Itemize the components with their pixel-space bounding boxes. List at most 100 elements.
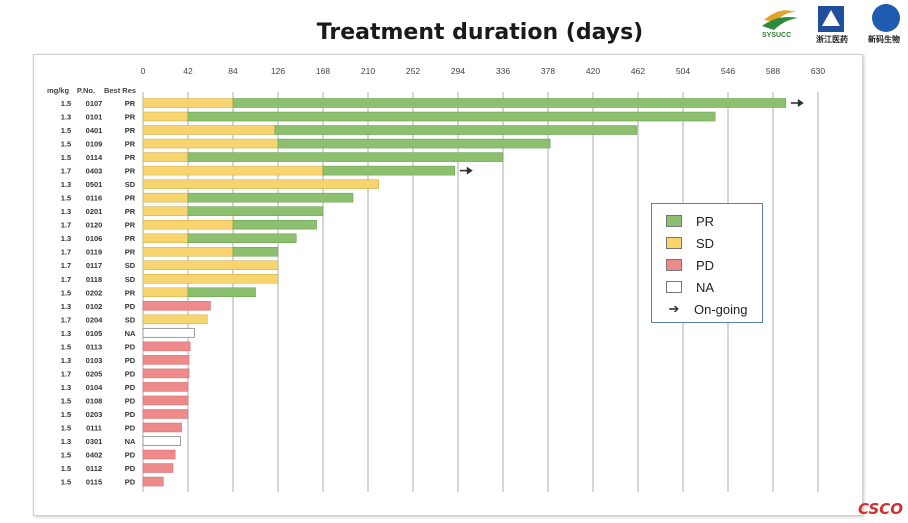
legend-swatch: [666, 215, 682, 227]
bar-pr-segment: [187, 111, 716, 122]
bar-sd-segment: [142, 219, 234, 230]
patient-number-label: 0115: [86, 478, 102, 487]
best-response-label: NA: [125, 329, 136, 338]
ongoing-arrow-icon: [466, 166, 473, 175]
dose-label: 1.5: [61, 140, 71, 149]
bar-pd: [142, 449, 176, 460]
bar-pr-segment: [232, 219, 317, 230]
dose-label: 1.3: [61, 437, 71, 446]
patient-number-label: 0403: [86, 167, 103, 176]
legend-item-ongoing: ➔ On-going: [666, 300, 748, 318]
dose-label: 1.5: [61, 99, 71, 108]
patient-number-label: 0105: [86, 329, 103, 338]
dose-label: 1.3: [61, 383, 71, 392]
sysucc-logo: [762, 10, 798, 30]
column-header: mg/kg: [47, 86, 70, 95]
legend-label: NA: [696, 279, 715, 295]
patient-number-label: 0501: [86, 180, 103, 189]
bar-sd-segment: [142, 165, 324, 176]
patient-number-label: 0113: [86, 342, 102, 351]
bar-sd-segment: [142, 138, 279, 149]
bar-sd-segment: [142, 233, 189, 243]
x-tick-label: 462: [631, 66, 645, 76]
dose-label: 1.5: [61, 126, 71, 135]
legend-label: SD: [696, 235, 715, 251]
bar-sd-segment: [142, 206, 189, 216]
bar-sd: [142, 274, 279, 284]
bar-pd: [142, 341, 191, 352]
best-response-label: PR: [125, 248, 136, 257]
best-response-label: PD: [125, 464, 136, 473]
zhejiang-logo: [818, 6, 844, 32]
bar-pd: [142, 395, 189, 406]
best-response-label: PR: [125, 207, 136, 216]
bar-pd: [142, 301, 211, 311]
best-response-label: PR: [125, 99, 136, 108]
best-response-label: PD: [125, 410, 136, 419]
legend: PR SD PD NA ➔ On-going: [651, 203, 763, 323]
x-tick-label: 336: [496, 66, 510, 76]
patient-number-label: 0203: [86, 410, 103, 419]
x-tick-label: 294: [451, 66, 465, 76]
sponsor-logos: SYSUCC 浙江医药 新码生物: [758, 0, 908, 50]
best-response-label: PD: [125, 396, 136, 405]
dose-label: 1.3: [61, 329, 71, 338]
bar-pr-segment: [322, 165, 456, 176]
bar-pd: [142, 422, 182, 433]
legend-item-pd: PD: [666, 256, 714, 274]
best-response-label: PD: [125, 383, 136, 392]
best-response-label: SD: [125, 261, 136, 270]
best-response-label: PR: [125, 288, 136, 297]
patient-number-label: 0201: [86, 207, 103, 216]
patient-number-label: 0402: [86, 451, 103, 460]
best-response-label: PD: [125, 451, 136, 460]
x-tick-label: 210: [361, 66, 375, 76]
dose-label: 1.3: [61, 234, 71, 243]
legend-swatch: [666, 259, 682, 271]
patient-number-label: 0205: [86, 369, 103, 378]
best-response-label: PR: [125, 234, 136, 243]
patient-number-label: 0117: [86, 261, 102, 270]
dose-label: 1.5: [61, 342, 71, 351]
patient-number-label: 0401: [86, 126, 103, 135]
bar-na: [142, 327, 195, 338]
bar-pr-segment: [187, 206, 324, 216]
dose-label: 1.7: [61, 248, 71, 257]
bar-sd-segment: [142, 152, 189, 162]
best-response-label: SD: [125, 315, 136, 324]
legend-swatch: [666, 237, 682, 249]
x-tick-label: 126: [271, 66, 285, 76]
patient-number-label: 0107: [86, 99, 103, 108]
patient-number-label: 0109: [86, 140, 103, 149]
bar-sd-segment: [142, 192, 189, 203]
patient-number-label: 0108: [86, 396, 103, 405]
x-tick-label: 0: [141, 66, 146, 76]
dose-label: 1.7: [61, 315, 71, 324]
chart-title: Treatment duration (days): [316, 20, 644, 45]
legend-item-pr: PR: [666, 212, 714, 230]
best-response-label: SD: [125, 275, 136, 284]
zhejiang-logo-text: 浙江医药: [816, 35, 848, 44]
patient-number-label: 0202: [86, 288, 103, 297]
bar-pd: [142, 409, 189, 419]
legend-item-sd: SD: [666, 234, 714, 252]
patient-number-label: 0301: [86, 437, 103, 446]
column-header: P.No.: [77, 86, 95, 95]
x-tick-label: 504: [676, 66, 690, 76]
bar-sd-segment: [142, 98, 234, 108]
x-tick-label: 84: [228, 66, 238, 76]
dose-label: 1.5: [61, 153, 71, 162]
bar-sd: [142, 179, 379, 189]
dose-label: 1.7: [61, 275, 71, 284]
chart-frame: [33, 54, 863, 516]
best-response-label: NA: [125, 437, 136, 446]
sysucc-logo-text: SYSUCC: [762, 32, 792, 39]
dose-label: 1.5: [61, 423, 71, 432]
xinma-logo: [872, 4, 900, 32]
dose-label: 1.3: [61, 207, 71, 216]
patient-number-label: 0112: [86, 464, 102, 473]
patient-number-label: 0106: [86, 234, 103, 243]
dose-label: 1.7: [61, 167, 71, 176]
dose-label: 1.5: [61, 194, 71, 203]
legend-item-na: NA: [666, 278, 714, 296]
